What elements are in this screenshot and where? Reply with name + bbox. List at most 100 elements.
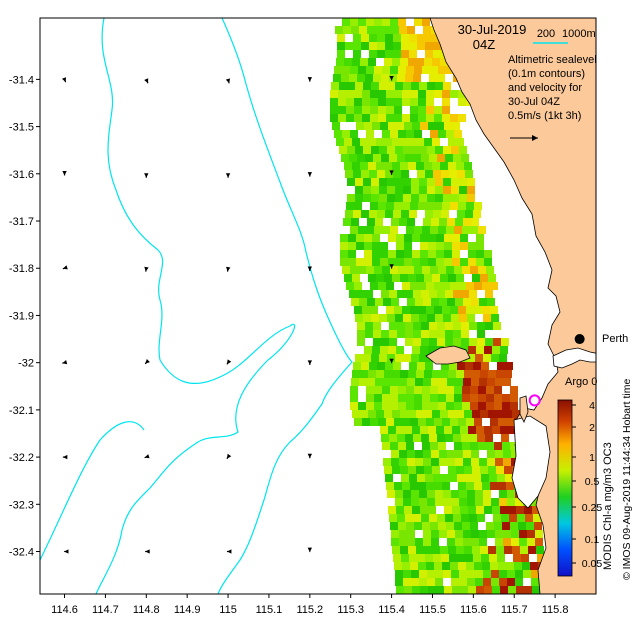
chl-pixel	[348, 242, 356, 250]
chl-pixel	[361, 210, 369, 218]
chl-pixel	[370, 106, 378, 114]
chl-pixel	[503, 530, 511, 538]
chl-pixel	[438, 386, 446, 394]
chl-pixel	[395, 490, 403, 498]
chl-pixel	[400, 58, 408, 66]
chl-pixel	[470, 522, 478, 530]
chl-pixel	[397, 74, 405, 82]
chl-pixel	[484, 258, 492, 266]
chl-pixel	[411, 354, 419, 362]
chl-pixel	[402, 114, 410, 122]
chl-pixel	[408, 162, 416, 170]
chl-pixel	[427, 314, 435, 322]
chl-pixel	[454, 226, 462, 234]
chl-pixel	[427, 82, 435, 90]
chl-pixel	[458, 282, 466, 290]
chl-pixel	[431, 458, 439, 466]
chl-pixel	[374, 18, 382, 26]
chl-pixel	[472, 546, 480, 554]
chl-pixel	[466, 482, 474, 490]
chl-pixel	[426, 562, 434, 570]
chl-pixel	[342, 18, 350, 26]
x-tick-label: 114.7	[92, 604, 119, 616]
chl-pixel	[419, 314, 427, 322]
chl-pixel	[409, 362, 417, 370]
chl-pixel	[408, 410, 416, 418]
chl-pixel	[439, 450, 447, 458]
chl-pixel	[426, 90, 434, 98]
chl-pixel	[463, 458, 471, 466]
chl-pixel	[353, 42, 361, 50]
colorbar-title: MODIS Chl-a mg/m3 OC3	[602, 442, 614, 570]
velocity-vector	[63, 549, 69, 554]
chl-pixel	[406, 66, 414, 74]
chl-pixel	[420, 250, 428, 258]
chl-pixel	[425, 34, 433, 42]
chl-pixel	[366, 386, 374, 394]
chl-pixel	[440, 162, 448, 170]
chl-pixel	[438, 130, 446, 138]
chl-pixel	[446, 130, 454, 138]
y-tick-label: -32.2	[9, 452, 34, 464]
x-tick-label: 114.9	[174, 604, 201, 616]
chl-pixel	[430, 266, 438, 274]
chl-pixel	[473, 362, 481, 370]
chl-pixel	[466, 202, 474, 210]
chl-pixel	[425, 362, 433, 370]
chl-pixel	[481, 474, 489, 482]
chl-pixel	[403, 146, 411, 154]
chl-pixel	[388, 234, 396, 242]
chl-pixel	[470, 386, 478, 394]
chl-pixel	[370, 282, 378, 290]
chl-pixel	[481, 362, 489, 370]
chl-pixel	[398, 266, 406, 274]
chl-pixel	[375, 298, 383, 306]
chl-pixel	[471, 458, 479, 466]
chl-pixel	[343, 218, 351, 226]
chl-pixel	[457, 474, 465, 482]
chl-pixel	[373, 330, 381, 338]
chl-pixel	[478, 402, 486, 410]
chl-pixel	[418, 306, 426, 314]
chl-pixel	[407, 530, 415, 538]
chl-pixel	[506, 482, 514, 490]
chl-pixel	[404, 250, 412, 258]
chl-pixel	[460, 258, 468, 266]
chl-pixel	[348, 250, 356, 258]
chl-pixel	[351, 218, 359, 226]
chl-pixel	[500, 426, 508, 434]
chl-pixel	[384, 370, 392, 378]
chl-pixel	[517, 514, 525, 522]
chl-pixel	[477, 514, 485, 522]
chl-pixel	[355, 194, 363, 202]
chl-pixel	[372, 250, 380, 258]
chl-pixel	[472, 370, 480, 378]
x-tick-label: 114.8	[133, 604, 160, 616]
chl-pixel	[383, 298, 391, 306]
chl-pixel	[354, 306, 362, 314]
chl-pixel	[422, 266, 430, 274]
chl-pixel	[386, 306, 394, 314]
chl-pixel	[455, 378, 463, 386]
chl-pixel	[371, 186, 379, 194]
chl-pixel	[373, 74, 381, 82]
chl-pixel	[414, 402, 422, 410]
chl-pixel	[482, 306, 490, 314]
chl-pixel	[432, 410, 440, 418]
chl-pixel	[386, 202, 394, 210]
chl-pixel	[488, 466, 496, 474]
velocity-vector	[62, 454, 68, 460]
chl-pixel	[344, 162, 352, 170]
chl-pixel	[456, 410, 464, 418]
chl-pixel	[532, 506, 540, 514]
chl-pixel	[364, 250, 372, 258]
chl-pixel	[424, 546, 432, 554]
chl-pixel	[515, 498, 523, 506]
chl-pixel	[414, 522, 422, 530]
chl-pixel	[412, 346, 420, 354]
chl-pixel	[484, 586, 492, 594]
chl-pixel	[450, 114, 458, 122]
chl-pixel	[371, 178, 379, 186]
chl-pixel	[417, 170, 425, 178]
chl-pixel	[397, 514, 405, 522]
